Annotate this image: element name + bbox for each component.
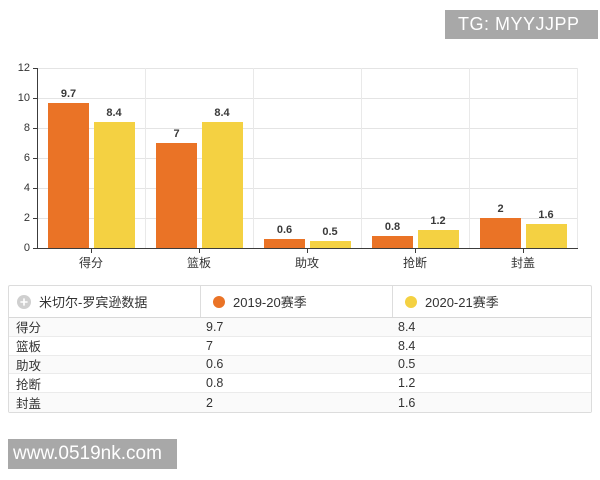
- y-axis-tick: [33, 248, 37, 249]
- y-axis-tick-label: 2: [23, 212, 30, 224]
- y-axis-tick-label: 0: [23, 242, 30, 254]
- y-axis-tick: [33, 188, 37, 189]
- bar: [264, 239, 305, 248]
- watermark-badge-bottom-left: www.0519nk.com: [8, 439, 177, 469]
- gridline-vertical: [577, 68, 578, 248]
- row-value-season1-cell: 0.8: [206, 376, 224, 391]
- bar: [309, 240, 351, 248]
- x-axis-category-label: 抢断: [402, 256, 427, 270]
- gridline-vertical: [361, 68, 362, 248]
- row-label-cell: 抢断: [16, 377, 42, 392]
- y-axis-tick: [33, 68, 37, 69]
- gridline-horizontal: [37, 188, 577, 189]
- y-axis-tick: [33, 128, 37, 129]
- table-row: 封盖 2 1.6: [9, 393, 591, 412]
- stats-table: 米切尔-罗宾逊数据 2019-20赛季 2020-21赛季 得分 9.7 8.4 篮板…: [8, 285, 592, 413]
- row-label-cell: 得分: [16, 321, 42, 336]
- bar: [48, 102, 89, 248]
- x-axis-tick: [91, 249, 92, 253]
- x-axis-line: [37, 248, 578, 249]
- bar: [93, 122, 135, 248]
- table-title: 米切尔-罗宾逊数据: [39, 295, 148, 310]
- bar-value-label: 7: [173, 128, 180, 140]
- y-axis-tick-label: 10: [17, 92, 30, 104]
- x-axis-category-label: 封盖: [510, 256, 535, 270]
- legend-series-1: 2019-20赛季: [201, 286, 393, 317]
- gridline-vertical: [145, 68, 146, 248]
- gridline-horizontal: [37, 158, 577, 159]
- bar-value-label: 0.8: [384, 221, 401, 233]
- row-value-season1-cell: 2: [206, 395, 213, 410]
- x-axis-tick: [199, 249, 200, 253]
- y-axis-line: [37, 68, 38, 249]
- y-axis-tick-label: 6: [23, 152, 30, 164]
- row-value-season1-cell: 7: [206, 338, 213, 353]
- gridline-horizontal: [37, 68, 577, 69]
- row-value-season1-cell: 9.7: [206, 319, 224, 334]
- bar: [372, 236, 413, 248]
- legend-dot-orange: [213, 295, 225, 308]
- row-value-season2-cell: 0.5: [398, 357, 416, 372]
- bar-value-label: 8.4: [214, 107, 230, 119]
- legend-series-2: 2020-21赛季: [393, 286, 591, 317]
- row-value-season1-cell: 0.6: [206, 357, 224, 372]
- bar: [156, 143, 197, 248]
- bar: [525, 224, 567, 248]
- row-label-cell: 篮板: [16, 340, 42, 355]
- y-axis-tick: [33, 218, 37, 219]
- row-value-season2-cell: 1.2: [398, 376, 416, 391]
- x-axis-tick: [415, 249, 416, 253]
- row-value-season2-cell: 8.4: [398, 319, 416, 334]
- bar-value-label: 0.6: [276, 224, 293, 236]
- table-row: 抢断 0.8 1.2: [9, 374, 591, 394]
- table-header-title-cell: 米切尔-罗宾逊数据: [9, 286, 201, 317]
- bar: [201, 122, 243, 248]
- bar-value-label: 1.6: [538, 209, 554, 221]
- legend-label-series-1: 2019-20赛季: [233, 295, 307, 310]
- table-row: 助攻 0.6 0.5: [9, 355, 591, 375]
- x-axis-tick: [523, 249, 524, 253]
- x-axis-category-label: 助攻: [294, 256, 319, 270]
- gridline-horizontal: [37, 98, 577, 99]
- y-axis-tick: [33, 98, 37, 99]
- table-row: 得分 9.7 8.4: [9, 318, 591, 337]
- y-axis-tick: [33, 158, 37, 159]
- y-axis-tick-label: 4: [23, 182, 30, 194]
- watermark-badge-top-right: TG: MYYJJPP: [445, 10, 598, 39]
- gridline-vertical: [469, 68, 470, 248]
- y-axis-tick-label: 12: [17, 62, 30, 74]
- bar: [417, 230, 459, 248]
- bar-value-label: 9.7: [60, 87, 77, 100]
- x-axis-category-label: 得分: [78, 256, 103, 270]
- y-axis-tick-label: 8: [23, 122, 30, 134]
- x-axis-tick: [307, 249, 308, 253]
- bar: [480, 218, 521, 248]
- bar-value-label: 1.2: [430, 215, 446, 227]
- bar-value-label: 8.4: [106, 107, 122, 119]
- gridline-horizontal: [37, 218, 577, 219]
- gridline-vertical: [253, 68, 254, 248]
- row-label-cell: 助攻: [16, 359, 42, 373]
- gridline-horizontal: [37, 128, 577, 129]
- row-value-season2-cell: 1.6: [398, 395, 416, 410]
- table-header-row: 米切尔-罗宾逊数据 2019-20赛季 2020-21赛季: [9, 286, 591, 318]
- legend-dot-yellow: [405, 295, 417, 308]
- legend-label-series-2: 2020-21赛季: [425, 295, 499, 310]
- plus-circle-icon: [17, 294, 31, 309]
- row-label-cell: 封盖: [16, 397, 42, 412]
- x-axis-category-label: 篮板: [186, 256, 211, 270]
- table-body: 得分 9.7 8.4 篮板 7 8.4 助攻 0.6 0.5 抢断 0.8 1.2 封盖 2 1.6: [9, 318, 591, 412]
- bar-value-label: 2: [497, 203, 504, 215]
- row-value-season2-cell: 8.4: [398, 338, 416, 353]
- bar-value-label: 0.5: [322, 225, 338, 238]
- table-row: 篮板 7 8.4: [9, 337, 591, 356]
